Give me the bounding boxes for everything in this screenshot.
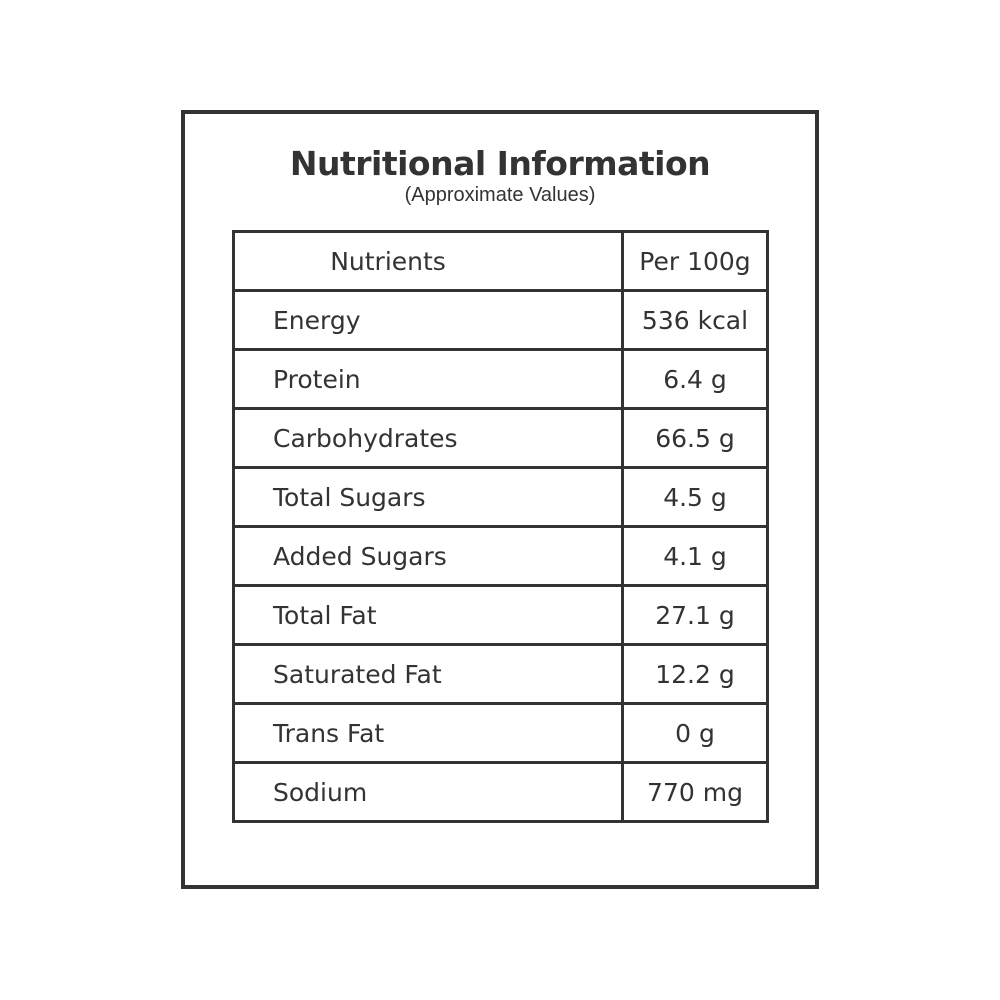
nutrient-value: 770 mg — [621, 761, 769, 823]
table-row: Saturated Fat 12.2 g — [232, 643, 769, 705]
nutrient-name: Protein — [232, 348, 624, 410]
nutrient-name: Carbohydrates — [232, 407, 624, 469]
nutrient-value: 66.5 g — [621, 407, 769, 469]
subtitle: (Approximate Values) — [404, 184, 596, 206]
table-row: Total Sugars 4.5 g — [232, 466, 769, 528]
table-row: Carbohydrates 66.5 g — [232, 407, 769, 469]
column-header-nutrients: Nutrients — [232, 230, 624, 292]
nutrient-value: 0 g — [621, 702, 769, 764]
table-row: Added Sugars 4.1 g — [232, 525, 769, 587]
nutrient-name: Trans Fat — [232, 702, 624, 764]
nutrient-name: Total Fat — [232, 584, 624, 646]
nutrition-panel: Nutritional Information (Approximate Val… — [181, 110, 819, 889]
table-row: Energy 536 kcal — [232, 289, 769, 351]
nutrient-name: Sodium — [232, 761, 624, 823]
nutrient-name: Total Sugars — [232, 466, 624, 528]
nutrient-value: 6.4 g — [621, 348, 769, 410]
nutrient-name: Saturated Fat — [232, 643, 624, 705]
table-row: Trans Fat 0 g — [232, 702, 769, 764]
nutrition-table: Nutrients Per 100g Energy 536 kcal Protein… — [232, 230, 769, 823]
nutrient-value: 4.1 g — [621, 525, 769, 587]
nutrient-value: 12.2 g — [621, 643, 769, 705]
column-header-per-100g: Per 100g — [621, 230, 769, 292]
page-title: Nutritional Information — [289, 144, 711, 183]
nutrient-value: 4.5 g — [621, 466, 769, 528]
table-row: Protein 6.4 g — [232, 348, 769, 410]
table-header-row: Nutrients Per 100g — [232, 230, 769, 292]
table-row: Sodium 770 mg — [232, 761, 769, 823]
nutrient-value: 536 kcal — [621, 289, 769, 351]
nutrient-name: Added Sugars — [232, 525, 624, 587]
table-row: Total Fat 27.1 g — [232, 584, 769, 646]
nutrient-value: 27.1 g — [621, 584, 769, 646]
nutrient-name: Energy — [232, 289, 624, 351]
